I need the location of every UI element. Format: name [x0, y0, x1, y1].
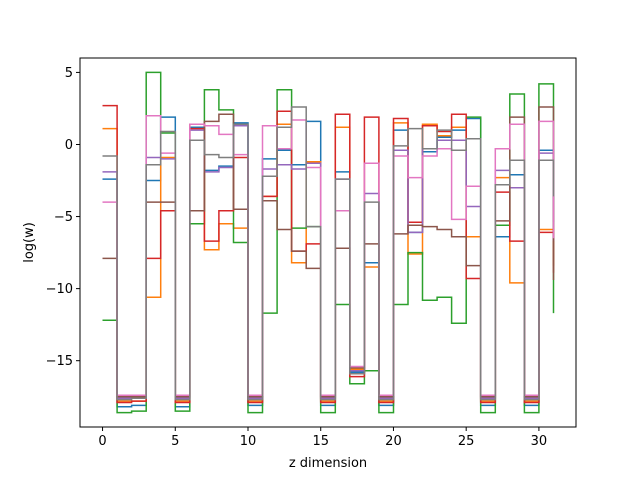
y-tick-label: −10 [46, 282, 73, 297]
y-axis: 5 0 −5 −10 −15 [46, 66, 80, 369]
series-line-3 [102, 71, 555, 414]
series-layer [102, 71, 555, 414]
series-line-5 [102, 124, 555, 399]
x-tick-label: 15 [312, 434, 329, 449]
x-tick-label: 30 [531, 434, 548, 449]
series-line-4 [102, 104, 555, 404]
x-axis-label: z dimension [289, 456, 367, 471]
y-axis-label: log(w) [22, 222, 37, 263]
x-tick-label: 20 [385, 434, 402, 449]
y-tick-label: −15 [46, 354, 73, 369]
x-tick-label: 5 [171, 434, 179, 449]
y-tick-label: 5 [65, 66, 73, 81]
x-tick-label: 25 [458, 434, 475, 449]
y-tick-label: 0 [65, 138, 73, 153]
series-line-1 [102, 116, 555, 408]
series-line-2 [102, 122, 555, 402]
series-line-6 [102, 106, 555, 398]
x-tick-label: 10 [240, 434, 257, 449]
x-tick-label: 0 [98, 434, 106, 449]
series-line-8 [102, 106, 555, 401]
y-tick-label: −5 [54, 210, 73, 225]
x-axis: 0 5 10 15 20 25 30 [98, 427, 547, 449]
plot-frame [79, 57, 577, 428]
